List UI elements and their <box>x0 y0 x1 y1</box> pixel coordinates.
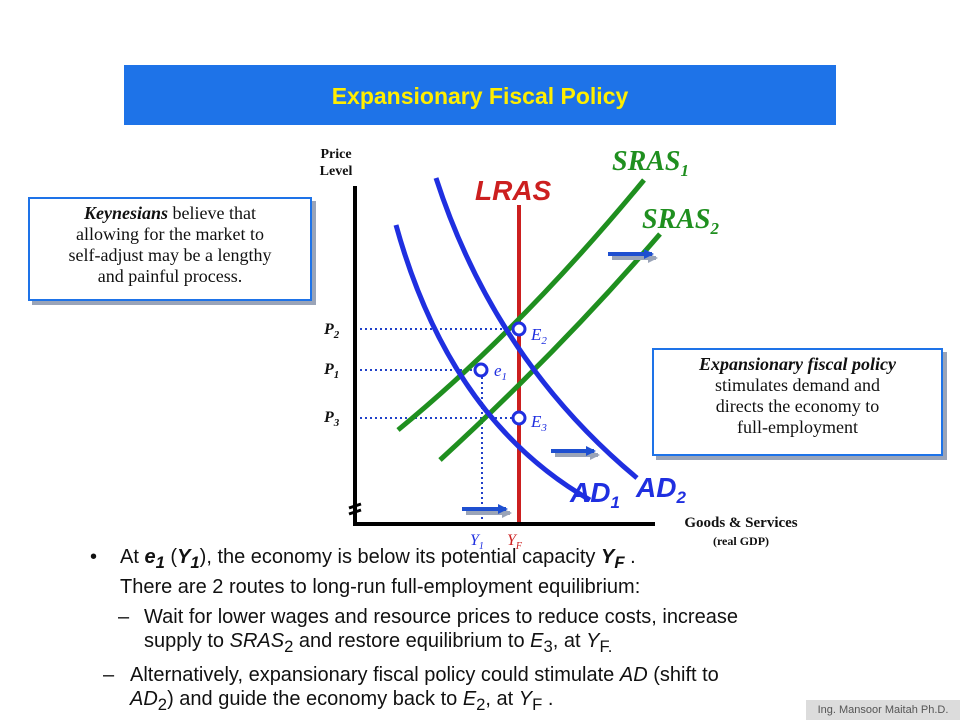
author-footer: Ing. Mansoor Maitah Ph.D. <box>806 700 960 720</box>
e2-label: E2 <box>530 325 547 347</box>
guide-lines <box>360 328 518 522</box>
ad2-curve <box>433 177 639 480</box>
e3-point <box>511 410 527 426</box>
author-name: Ing. Mansoor Maitah Ph.D. <box>817 704 949 716</box>
title-banner: Expansionary Fiscal Policy <box>124 65 836 125</box>
sras1-label: SRAS1 <box>612 146 689 180</box>
slide-title: Expansionary Fiscal Policy <box>331 82 629 109</box>
fiscal-policy-callout: Expansionary fiscal policy stimulates de… <box>652 348 943 456</box>
axes <box>348 186 655 526</box>
x-axis-label-2: (real GDP) <box>713 534 769 548</box>
y1-label: Y1 <box>470 532 484 552</box>
yf-label: YF <box>507 532 523 552</box>
equilibrium-points <box>473 321 527 426</box>
fiscal-line-3: directs the economy to <box>715 396 880 416</box>
shift-arrows <box>462 249 658 518</box>
p2-label: P2 <box>323 321 340 341</box>
keynesian-line-3: self-adjust may be a lengthy <box>68 245 272 265</box>
p1-label: P1 <box>323 361 339 381</box>
fiscal-line-4: full-employment <box>737 417 858 437</box>
fiscal-line-2: stimulates demand and <box>715 375 880 395</box>
y-axis-label-1: Price <box>320 147 351 162</box>
fiscal-line-1: Expansionary fiscal policy <box>699 354 896 374</box>
lras-label: LRAS <box>475 175 552 206</box>
ad2-label: AD2 <box>635 472 686 507</box>
ad1-curve <box>393 224 592 503</box>
keynesian-line-1: Keynesians believe that <box>84 203 256 223</box>
ad1-label: AD1 <box>569 477 620 512</box>
y-axis-label-2: Level <box>320 164 353 179</box>
e1-point <box>473 362 489 378</box>
sras2-label: SRAS2 <box>642 204 720 238</box>
e2-point <box>511 321 527 337</box>
x-axis-label-1: Goods & Services <box>684 515 797 531</box>
keynesian-line-2: allowing for the market to <box>76 224 264 244</box>
e3-label: E3 <box>530 412 547 434</box>
p3-label: P3 <box>323 409 340 429</box>
e1-label: e1 <box>494 361 507 383</box>
keynesian-callout: Keynesians believe that allowing for the… <box>28 197 312 301</box>
axis-break-icon <box>348 502 362 516</box>
keynesian-line-4: and painful process. <box>97 266 243 286</box>
sras1-curve <box>396 178 646 432</box>
sras2-curve <box>438 232 662 462</box>
